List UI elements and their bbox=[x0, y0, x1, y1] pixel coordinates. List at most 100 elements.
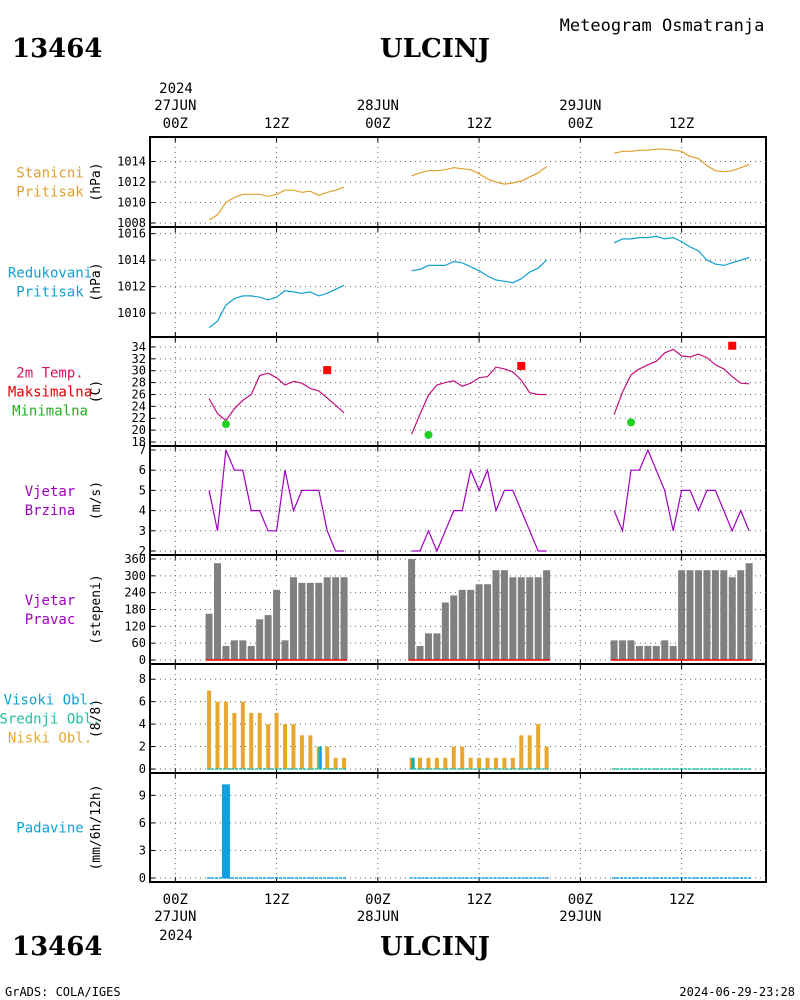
panel-frame bbox=[149, 336, 767, 447]
direction-bar bbox=[728, 577, 736, 660]
panel-title-line: Vjetar bbox=[25, 593, 76, 609]
y-tick-label: 0 bbox=[139, 762, 146, 776]
tmax-marker bbox=[323, 366, 332, 375]
y-tick-label: 24 bbox=[132, 399, 146, 413]
y-axis-label: (stepeni) bbox=[89, 574, 104, 644]
bottom-year-label: 2024 bbox=[159, 928, 193, 944]
cloud-bar bbox=[274, 712, 279, 769]
direction-bar bbox=[635, 645, 643, 660]
cloud-bar bbox=[257, 712, 262, 769]
y-tick-label: 1010 bbox=[117, 196, 146, 210]
direction-bar bbox=[500, 570, 508, 660]
cloud-bar bbox=[215, 701, 220, 769]
y-tick-label: 9 bbox=[139, 788, 146, 802]
y-tick-label: 0 bbox=[139, 653, 146, 667]
series-line bbox=[411, 366, 547, 435]
cloud-bar bbox=[536, 724, 541, 769]
y-tick-label: 1010 bbox=[117, 306, 146, 320]
direction-bar bbox=[694, 570, 702, 660]
y-tick-label: 1014 bbox=[117, 253, 146, 267]
panel-title-line: Minimalna bbox=[12, 404, 88, 420]
panel-title-line: Srednji Obl. bbox=[0, 712, 101, 728]
panels: 1008101010121014(hPa)StanicniPritisak101… bbox=[0, 136, 767, 885]
direction-bar bbox=[298, 582, 306, 660]
cloud-bar bbox=[291, 724, 296, 769]
direction-bar bbox=[644, 645, 652, 660]
precip-bar bbox=[221, 784, 230, 878]
panel-title-line: Padavine bbox=[16, 821, 83, 837]
direction-bar bbox=[627, 640, 635, 660]
series-line bbox=[411, 468, 547, 553]
y-tick-label: 22 bbox=[132, 411, 146, 425]
panel-title-line: Vjetar bbox=[25, 484, 76, 500]
y-tick-label: 120 bbox=[124, 619, 146, 633]
y-tick-label: 8 bbox=[139, 672, 146, 686]
station-name-bottom: ULCINJ bbox=[380, 932, 490, 962]
cloud-bar bbox=[418, 757, 423, 769]
direction-bar bbox=[458, 589, 466, 660]
direction-bar bbox=[703, 570, 711, 660]
cloud-bar bbox=[240, 701, 245, 769]
series-line bbox=[613, 348, 750, 415]
cloud-bar bbox=[232, 712, 237, 769]
panel-station_pressure: 1008 1010 1012 1014 (hPa) Stanicni Pritisak bbox=[16, 136, 767, 230]
tmin-marker bbox=[626, 418, 635, 427]
y-tick-label: 32 bbox=[132, 352, 146, 366]
direction-bar bbox=[230, 640, 238, 660]
y-tick-label: 3 bbox=[139, 843, 146, 857]
y-tick-label: 2 bbox=[139, 544, 146, 558]
direction-bar bbox=[652, 645, 660, 660]
cloud-bar bbox=[318, 746, 321, 769]
series-line bbox=[208, 186, 345, 221]
y-tick-label: 240 bbox=[124, 586, 146, 600]
y-axis-label: (hPa) bbox=[89, 262, 104, 301]
direction-bar bbox=[340, 577, 348, 660]
panel-frame bbox=[149, 772, 767, 883]
direction-bar bbox=[222, 645, 230, 660]
y-axis-label: (C) bbox=[89, 380, 104, 403]
y-axis-label: (8/8) bbox=[89, 699, 104, 738]
direction-bar bbox=[281, 640, 289, 660]
panel-title-line: Pritisak bbox=[16, 185, 84, 201]
direction-bar bbox=[678, 570, 686, 660]
top-year-label: 2024 bbox=[159, 81, 193, 97]
y-tick-label: 180 bbox=[124, 603, 146, 617]
bottom-tick-label: 12Z bbox=[466, 892, 491, 908]
cloud-bar bbox=[443, 757, 448, 769]
cloud-bar bbox=[283, 724, 288, 769]
cloud-bar bbox=[299, 735, 304, 769]
direction-bar bbox=[315, 582, 323, 660]
y-tick-label: 7 bbox=[139, 443, 146, 457]
direction-bar bbox=[619, 640, 627, 660]
panel-frame bbox=[149, 226, 767, 338]
y-tick-label: 1012 bbox=[117, 280, 146, 294]
cloud-bar bbox=[527, 735, 532, 769]
y-tick-label: 5 bbox=[139, 483, 146, 497]
panel-title-line: Pravac bbox=[25, 612, 76, 628]
cloud-bar bbox=[333, 757, 338, 769]
y-tick-label: 4 bbox=[139, 504, 146, 518]
y-axis-label: (m/s) bbox=[89, 481, 104, 520]
bottom-tick-label: 12Z bbox=[264, 892, 289, 908]
series-line bbox=[411, 259, 548, 284]
panel-title-line: Redukovani bbox=[8, 266, 92, 282]
direction-bar bbox=[323, 577, 331, 660]
direction-bar bbox=[408, 559, 416, 660]
station-id-top: 13464 bbox=[12, 34, 102, 64]
cloud-bar bbox=[544, 746, 549, 769]
y-tick-label: 1008 bbox=[117, 216, 146, 230]
direction-bar bbox=[306, 582, 314, 660]
y-axis-label: (hPa) bbox=[89, 162, 104, 201]
cloud-bar bbox=[412, 757, 415, 769]
panel-title-line: Maksimalna bbox=[8, 385, 92, 401]
bottom-tick-label: 00Z bbox=[163, 892, 188, 908]
direction-bar bbox=[669, 645, 677, 660]
cloud-bar bbox=[342, 757, 347, 769]
cloud-bar bbox=[319, 746, 322, 769]
direction-bar bbox=[273, 589, 281, 660]
direction-bar bbox=[720, 570, 728, 660]
station-name-top: ULCINJ bbox=[380, 34, 490, 64]
direction-bar bbox=[214, 563, 222, 660]
